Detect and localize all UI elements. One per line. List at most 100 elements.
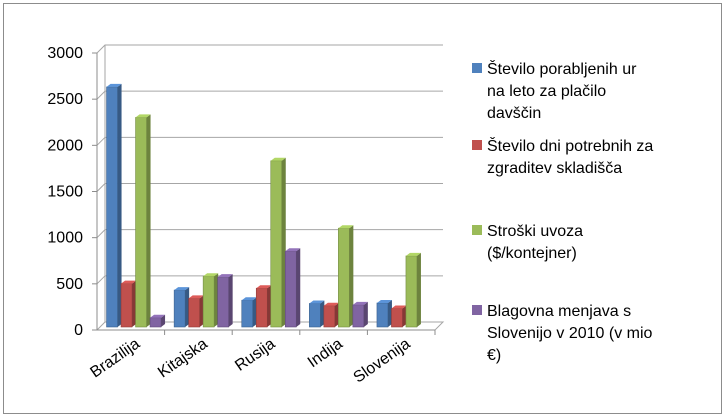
bar-top: [241, 297, 257, 301]
bar: [352, 301, 368, 328]
bar-top: [121, 280, 137, 284]
bar-front: [405, 255, 418, 328]
bar-top: [174, 287, 190, 291]
bar-top: [106, 83, 122, 87]
bar-front: [173, 289, 186, 328]
bar-top: [352, 301, 368, 305]
bar-side: [281, 157, 286, 327]
bar-front: [323, 305, 336, 328]
legend-entry: Število dni potrebnih za zgraditev skladi…: [472, 136, 653, 177]
bar-top: [203, 273, 219, 277]
bar-side: [334, 302, 339, 327]
bar-side: [185, 287, 190, 327]
bar-front: [241, 299, 254, 328]
legend-marker: [472, 63, 482, 73]
bar-front: [120, 283, 133, 328]
legend-label: Število porabljenih ur: [487, 59, 637, 78]
bar-side: [296, 248, 301, 327]
bar-side: [402, 305, 407, 327]
legend-label: zgraditev skladišča: [487, 160, 622, 177]
bar-top: [217, 274, 233, 278]
legend-entry: Blagovna menjava s Slovenijo v 2010 (v mi…: [472, 303, 653, 364]
bar-front: [270, 160, 283, 328]
bar-front: [352, 304, 365, 328]
bar: [255, 285, 272, 328]
gridlines: [96, 44, 443, 285]
x-tick-label: Kitajska: [155, 335, 211, 381]
gridline: [96, 229, 443, 239]
bar-side: [199, 295, 204, 327]
legend-label: ($/kontejner): [487, 245, 577, 262]
y-tick-label: 3000: [47, 45, 83, 62]
legend-label: Blagovna menjava s: [487, 303, 631, 320]
gridline: [96, 136, 443, 146]
bar: [135, 114, 151, 328]
bar-front: [255, 287, 268, 328]
bar-front: [149, 317, 162, 328]
bar: [309, 300, 325, 328]
bar-top: [150, 314, 166, 318]
bar-side: [252, 297, 257, 327]
legend-marker: [472, 305, 482, 315]
x-tick-label: Brazilija: [87, 335, 143, 381]
gridline: [96, 275, 443, 285]
bar-side: [320, 300, 325, 327]
gridline: [96, 90, 443, 100]
bar-front: [284, 250, 297, 328]
legend-label: davščin: [487, 105, 541, 122]
bar: [188, 295, 204, 328]
bar-side: [132, 280, 137, 327]
bar: [149, 314, 166, 328]
bar: [241, 297, 257, 328]
x-tick-label: Slovenija: [351, 335, 414, 386]
y-tick-label: 1500: [47, 184, 83, 201]
bar-front: [391, 308, 403, 328]
bar-top: [323, 302, 339, 306]
gridline: [96, 44, 443, 54]
bar-front: [338, 227, 350, 328]
legend-label: Stroški uvoza: [487, 223, 583, 240]
y-tick-label: 500: [56, 276, 83, 293]
bar-side: [146, 114, 151, 327]
bar: [106, 83, 122, 328]
legend-marker: [472, 140, 482, 150]
bar-top: [309, 300, 325, 304]
bar-top: [391, 305, 407, 309]
bar: [270, 157, 286, 328]
bar-side: [416, 252, 421, 327]
legend: Število porabljenih ur na leto za plačilo…: [472, 59, 653, 364]
legend-entry: Stroški uvoza ($/kontejner): [472, 223, 583, 262]
bar: [284, 248, 301, 328]
bar-top: [188, 295, 204, 299]
bar-front: [106, 86, 118, 328]
bar-top: [338, 225, 354, 229]
bar: [391, 305, 407, 328]
bar: [120, 280, 137, 328]
bar: [323, 302, 339, 328]
bar-top: [376, 299, 392, 303]
bar-side: [363, 301, 368, 327]
bar: [217, 274, 233, 328]
bar-side: [161, 314, 166, 327]
bar-front: [217, 276, 229, 328]
bar-side: [349, 225, 354, 327]
legend-label: €): [487, 347, 501, 364]
bar: [376, 299, 392, 328]
x-tick-label: Indija: [305, 335, 346, 371]
x-axis: Brazilija Kitajska Rusija Indija Slovenija: [87, 329, 436, 387]
chart-frame: [3, 3, 722, 414]
bar-top: [285, 248, 301, 252]
gridline: [96, 183, 443, 192]
bar-front: [135, 117, 147, 328]
legend-label: Število dni potrebnih za: [487, 136, 653, 155]
bar-top: [256, 285, 272, 289]
bar-front: [376, 302, 389, 328]
bar: [173, 287, 190, 328]
legend-marker: [472, 225, 482, 235]
y-tick-label: 0: [74, 322, 83, 339]
bar-side: [267, 285, 272, 327]
bar-front: [202, 275, 215, 328]
y-tick-label: 1000: [47, 230, 83, 247]
legend-label: na leto za plačilo: [487, 83, 606, 100]
bar-side: [228, 274, 233, 327]
